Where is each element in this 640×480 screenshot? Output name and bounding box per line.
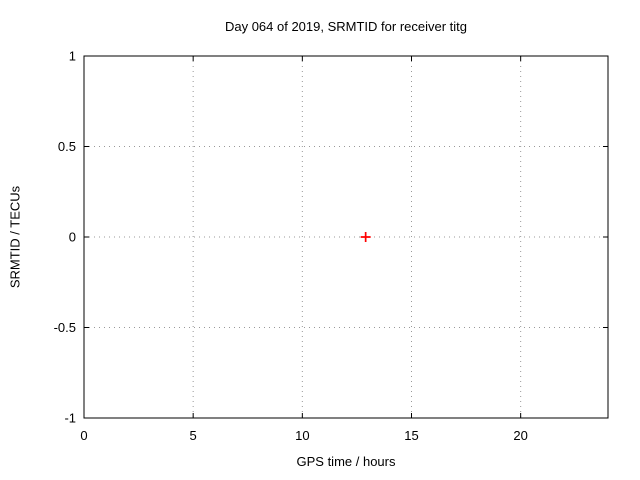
y-tick-label: -0.5	[54, 320, 76, 335]
x-tick-label: 15	[404, 428, 418, 443]
x-tick-label: 20	[513, 428, 527, 443]
x-tick-label: 5	[190, 428, 197, 443]
x-axis-label: GPS time / hours	[296, 454, 396, 469]
y-tick-label: 1	[69, 49, 76, 64]
y-tick-label: -1	[64, 411, 76, 426]
x-tick-label: 10	[295, 428, 309, 443]
y-tick-label: 0	[69, 230, 76, 245]
data-point-marker	[360, 232, 371, 242]
x-tick-label: 0	[80, 428, 87, 443]
chart-title: Day 064 of 2019, SRMTID for receiver tit…	[224, 19, 468, 34]
y-tick-label: 0.5	[58, 139, 76, 154]
